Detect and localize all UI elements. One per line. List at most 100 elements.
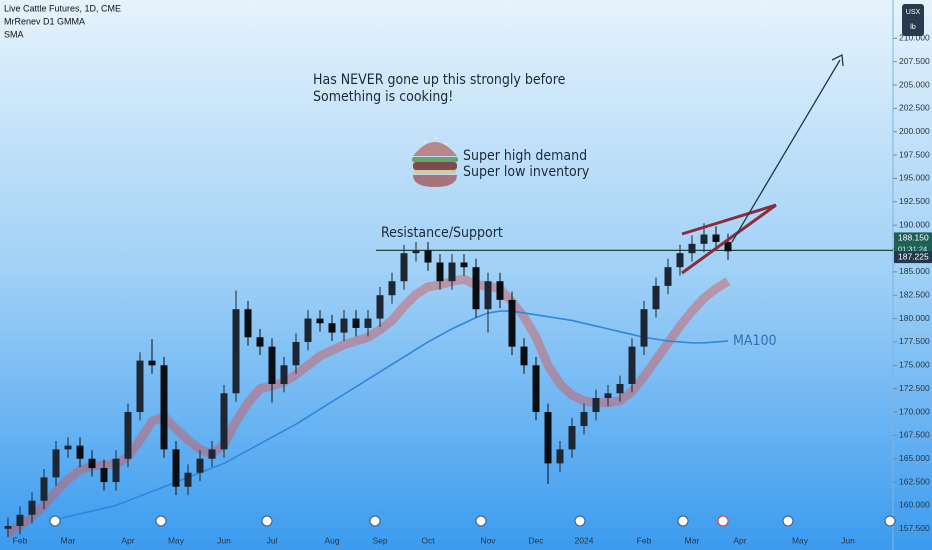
- candle-body: [484, 281, 492, 310]
- annotation: Resistance/Support: [381, 225, 503, 241]
- candle-body: [76, 445, 84, 459]
- candle-body: [400, 253, 408, 282]
- annotation: Something is cooking!: [313, 89, 453, 105]
- x-tick-label: Mar: [61, 535, 76, 545]
- candle-body: [616, 383, 624, 394]
- arrow-line: [731, 59, 841, 243]
- candle-body: [220, 393, 228, 450]
- countdown: 01:31:24: [898, 244, 927, 253]
- candle-body: [424, 250, 432, 263]
- candle-body: [472, 267, 480, 310]
- currency-box[interactable]: [902, 4, 924, 36]
- candle-body: [508, 299, 516, 347]
- x-tick-label: Feb: [637, 535, 652, 545]
- candle-body: [4, 525, 12, 529]
- y-tick-label: 192.500: [899, 196, 930, 206]
- y-tick-label: 170.000: [899, 406, 930, 416]
- candle-body: [376, 295, 384, 319]
- y-tick-label: 182.500: [899, 289, 930, 299]
- candle-body: [280, 365, 288, 384]
- y-tick-label: 185.000: [899, 266, 930, 276]
- candle-body: [88, 458, 96, 469]
- y-tick-label: 175.000: [899, 360, 930, 370]
- annotation: Super high demand: [463, 148, 587, 164]
- candle-body: [388, 281, 396, 296]
- candle-body: [496, 281, 504, 300]
- candle-body: [532, 365, 540, 413]
- ma-label: MA100: [733, 333, 777, 349]
- candle-body: [304, 318, 312, 342]
- symbol-title: Live Cattle Futures, 1D, CME: [4, 3, 121, 13]
- candle-body: [28, 500, 36, 515]
- indicator-label: MrRenev D1 GMMA: [4, 16, 85, 26]
- candle-body: [664, 267, 672, 286]
- wedge-upper: [681, 203, 777, 236]
- candle-body: [232, 309, 240, 394]
- x-tick-label: Oct: [421, 535, 435, 545]
- candle-body: [112, 458, 120, 483]
- event-icons[interactable]: [49, 515, 896, 527]
- y-tick-label: 160.000: [899, 500, 930, 510]
- x-tick-label: Sep: [372, 535, 387, 545]
- plot: [4, 223, 893, 538]
- y-tick-label: 172.500: [899, 383, 930, 393]
- candle-body: [604, 393, 612, 398]
- candle-body: [52, 449, 60, 478]
- candle-body: [328, 323, 336, 333]
- candle-body: [676, 253, 684, 268]
- arrow-head: [831, 53, 844, 67]
- candle-body: [196, 458, 204, 473]
- sma-line: [55, 310, 729, 521]
- y-tick-label: 207.500: [899, 56, 930, 66]
- price-box: [894, 251, 932, 264]
- y-tick-label: 157.500: [899, 523, 930, 533]
- burger-icon: [412, 136, 458, 187]
- y-tick-label: 167.500: [899, 430, 930, 440]
- candle-body: [544, 412, 552, 464]
- x-tick-label: 2024: [575, 535, 594, 545]
- candle-body: [412, 250, 420, 254]
- candle-body: [100, 468, 108, 483]
- x-tick-label: Nov: [480, 535, 496, 545]
- candle-body: [436, 262, 444, 282]
- candle-body: [568, 426, 576, 450]
- candle-body: [340, 318, 348, 333]
- candle-body: [448, 262, 456, 282]
- y-tick-label: 210.000: [899, 33, 930, 43]
- x-tick-label: Dec: [528, 535, 544, 545]
- unit: lb: [910, 24, 916, 31]
- candle-body: [316, 318, 324, 324]
- candle-body: [556, 449, 564, 464]
- annotation: Has NEVER gone up this strongly before: [313, 72, 566, 88]
- currency: USX: [906, 9, 921, 16]
- candle-body: [208, 449, 216, 459]
- candle-body: [256, 337, 264, 347]
- candle-body: [364, 318, 372, 328]
- candle-body: [688, 243, 696, 254]
- y-tick-label: 165.000: [899, 453, 930, 463]
- y-tick-label: 202.500: [899, 103, 930, 113]
- x-tick-label: Aug: [324, 535, 339, 545]
- candle-body: [580, 412, 588, 427]
- countdown-box: [894, 244, 932, 255]
- candle-body: [268, 346, 276, 384]
- x-tick-label: Apr: [733, 535, 746, 545]
- candle-body: [724, 241, 732, 252]
- x-tick-label: Apr: [121, 535, 134, 545]
- candle-body: [136, 360, 144, 413]
- x-tick-label: May: [792, 535, 809, 545]
- candle-body: [652, 285, 660, 310]
- candle-body: [460, 262, 468, 268]
- x-tick-label: Mar: [685, 535, 700, 545]
- price-label: 187.225: [898, 251, 929, 261]
- candle-body: [700, 234, 708, 244]
- indicator-label: SMA: [4, 29, 24, 39]
- annotation: Super low inventory: [463, 164, 590, 180]
- candle-body: [520, 346, 528, 366]
- y-tick-label: 177.500: [899, 336, 930, 346]
- x-tick-label: Jun: [217, 535, 231, 545]
- candle-body: [292, 341, 300, 366]
- x-tick-label: Jul: [267, 535, 278, 545]
